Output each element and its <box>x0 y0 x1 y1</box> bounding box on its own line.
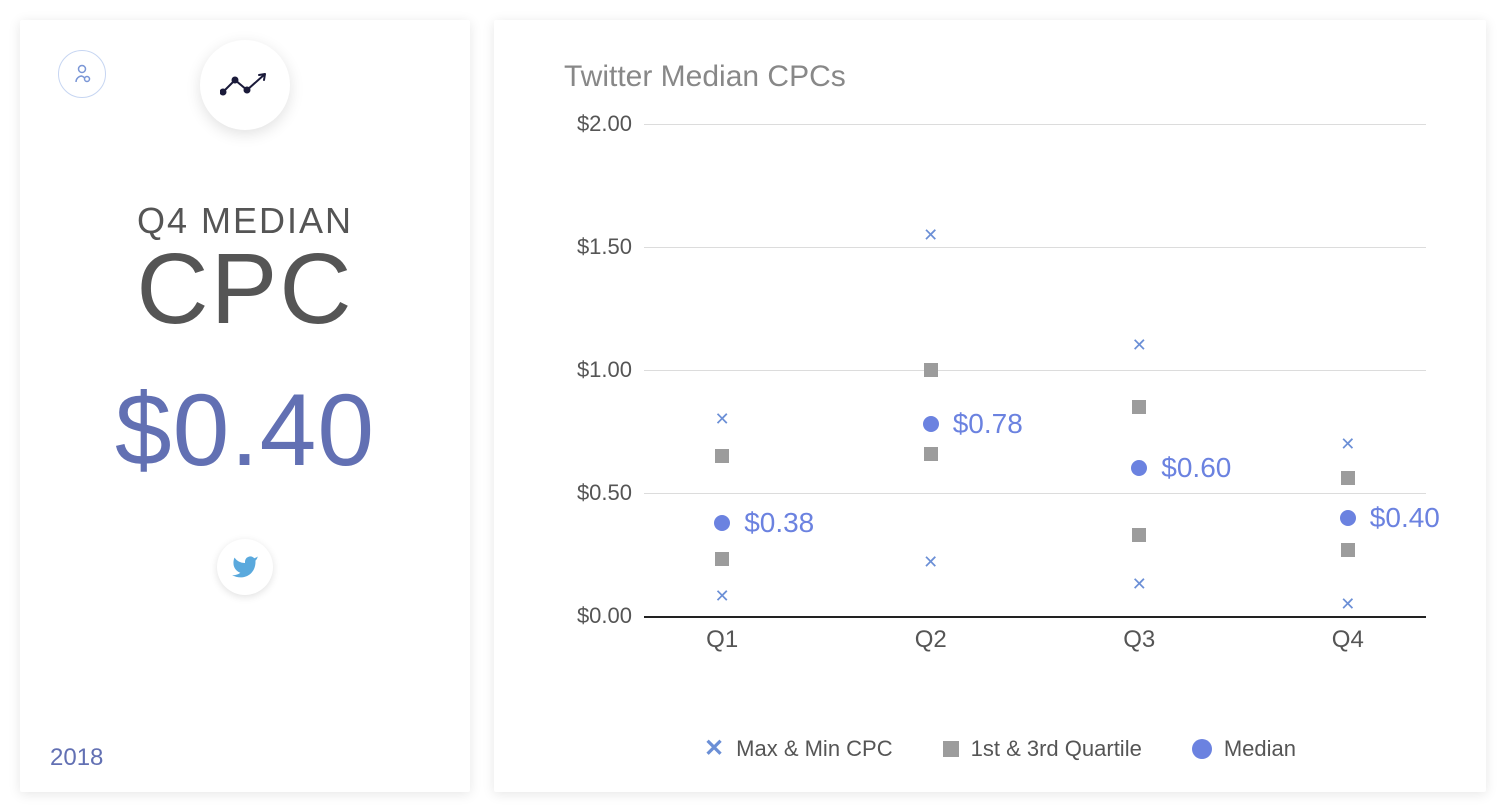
trend-icon <box>200 40 290 130</box>
legend-label: 1st & 3rd Quartile <box>971 736 1142 762</box>
x-tick-label: Q1 <box>706 626 738 654</box>
summary-title: CPC <box>115 232 375 347</box>
median-label: $0.38 <box>744 507 814 539</box>
y-tick-label: $1.50 <box>577 234 632 260</box>
summary-year: 2018 <box>50 744 103 772</box>
median-marker <box>1340 510 1356 526</box>
maxmin-marker: ✕ <box>923 226 938 244</box>
maxmin-marker: ✕ <box>715 587 730 605</box>
dashboard: Q4 MEDIAN CPC $0.40 2018 Twitter Median … <box>20 20 1486 792</box>
quartile-marker <box>715 449 729 463</box>
x-tick-label: Q3 <box>1123 626 1155 654</box>
quartile-marker <box>1132 400 1146 414</box>
summary-text: Q4 MEDIAN CPC $0.40 <box>115 200 375 489</box>
y-tick-label: $2.00 <box>577 111 632 137</box>
median-label: $0.40 <box>1370 502 1440 534</box>
legend-circle-icon <box>1192 739 1212 759</box>
maxmin-marker: ✕ <box>923 553 938 571</box>
gridline <box>644 493 1426 494</box>
chart-area: $0.00 $0.50 $1.00 $1.50 $2.00 Q1 Q2 Q3 Q4 ✕ ✕ ✕ ✕ ✕ ✕ ✕… <box>554 104 1446 726</box>
median-marker <box>923 416 939 432</box>
legend-item: ✕ Max & Min CPC <box>704 736 893 762</box>
quartile-marker <box>1341 543 1355 557</box>
summary-value: $0.40 <box>115 372 375 489</box>
quartile-marker <box>1341 471 1355 485</box>
gridline <box>644 247 1426 248</box>
median-label: $0.78 <box>953 408 1023 440</box>
y-tick-label: $1.00 <box>577 357 632 383</box>
y-tick-label: $0.00 <box>577 603 632 629</box>
chart-plot: $0.00$0.50$1.00$1.50$2.00Q1Q2Q3Q4✕✕✕✕✕✕✕… <box>644 124 1426 616</box>
gridline <box>644 124 1426 125</box>
x-tick-label: Q2 <box>915 626 947 654</box>
y-tick-label: $0.50 <box>577 480 632 506</box>
legend-item: 1st & 3rd Quartile <box>943 736 1142 762</box>
quartile-marker <box>924 447 938 461</box>
legend-x-icon: ✕ <box>704 737 724 761</box>
x-tick-label: Q4 <box>1332 626 1364 654</box>
chart-card: Twitter Median CPCs $0.00 $0.50 $1.00 $1.50… <box>494 20 1486 792</box>
maxmin-marker: ✕ <box>715 410 730 428</box>
x-axis-line <box>644 616 1426 618</box>
legend-label: Median <box>1224 736 1296 762</box>
gridline <box>644 370 1426 371</box>
maxmin-marker: ✕ <box>1340 595 1355 613</box>
card-icon-row <box>20 50 470 98</box>
twitter-icon <box>217 539 273 595</box>
maxmin-marker: ✕ <box>1340 435 1355 453</box>
quartile-marker <box>1132 528 1146 542</box>
maxmin-marker: ✕ <box>1132 336 1147 354</box>
person-icon <box>58 50 106 98</box>
quartile-marker <box>715 552 729 566</box>
maxmin-marker: ✕ <box>1132 575 1147 593</box>
legend-item: Median <box>1192 736 1296 762</box>
chart-legend: ✕ Max & Min CPC 1st & 3rd Quartile Median <box>554 736 1446 762</box>
median-marker <box>1131 460 1147 476</box>
chart-title: Twitter Median CPCs <box>564 60 1446 94</box>
median-label: $0.60 <box>1161 452 1231 484</box>
legend-label: Max & Min CPC <box>736 736 892 762</box>
summary-card: Q4 MEDIAN CPC $0.40 2018 <box>20 20 470 792</box>
legend-square-icon <box>943 741 959 757</box>
median-marker <box>714 515 730 531</box>
